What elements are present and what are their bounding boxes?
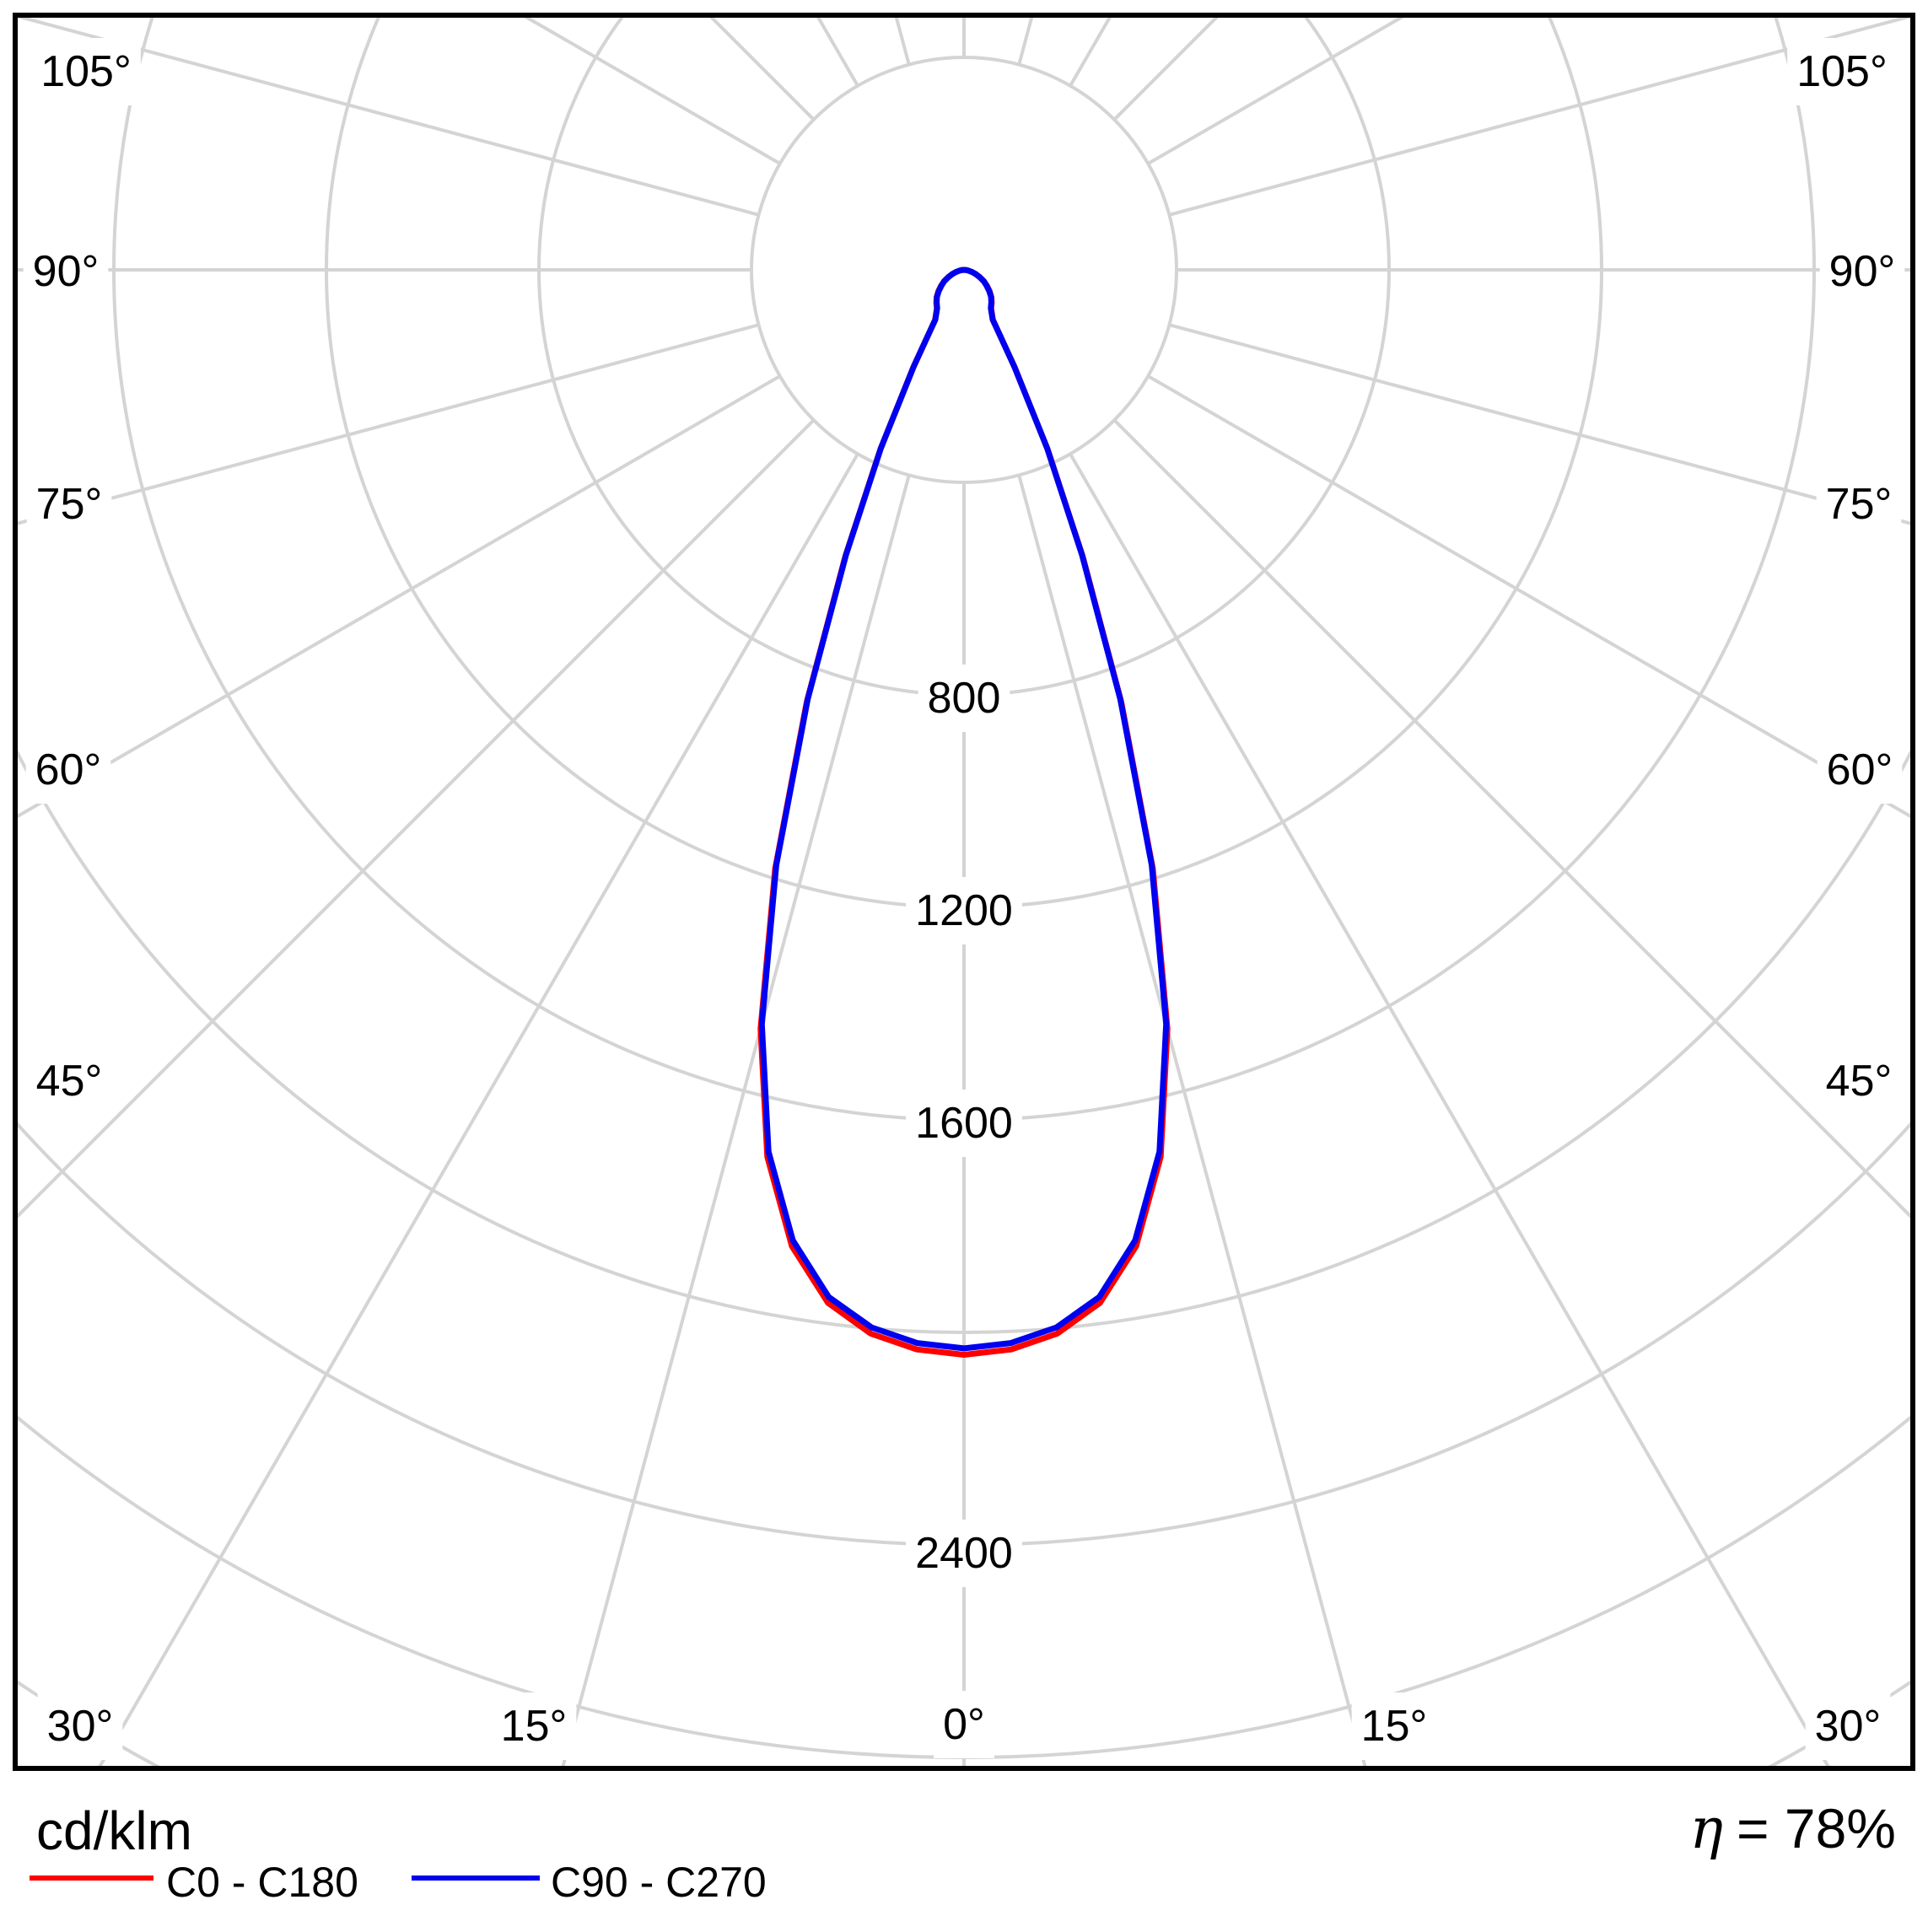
label-background: [25, 736, 111, 804]
label-background: [491, 1693, 577, 1760]
angle-gridline: [1168, 323, 1913, 526]
angle-gridline: [1168, 15, 1913, 217]
angle-label: 30°: [1815, 1702, 1882, 1751]
angle-label: 60°: [35, 745, 102, 794]
label-background: [1816, 1047, 1902, 1115]
legend: cd/klm C0 - C180 C90 - C270 η = 78%: [30, 1796, 1896, 1906]
eta-symbol: η: [1689, 1796, 1723, 1861]
angle-gridline: [1069, 453, 1832, 1768]
angle-label: 90°: [33, 247, 100, 296]
angle-label: 0°: [943, 1700, 985, 1749]
angle-gridline: [1017, 474, 1368, 1768]
intensity-curves: [757, 266, 1171, 1358]
angle-label: 90°: [1829, 247, 1896, 296]
ring-value-label: 2400: [915, 1529, 1013, 1578]
curve-c90-c270: [758, 266, 1170, 1352]
legend-label-c0-c180: C0 - C180: [166, 1859, 358, 1906]
angle-gridline: [15, 15, 760, 217]
axis-labels: 800 1200 1600 2400 105° 90° 75° 60° 45° 30° 15° 0° 1…: [23, 38, 1905, 1760]
unit-label: cd/klm: [36, 1800, 192, 1861]
angle-gridline: [1112, 418, 1913, 1221]
angle-label: 75°: [36, 480, 103, 529]
angle-label: 45°: [36, 1057, 103, 1106]
efficiency-value: η = 78%: [1689, 1796, 1896, 1861]
angle-label: 60°: [1827, 745, 1893, 794]
angle-gridline: [15, 374, 781, 820]
ring-value-label: 1600: [915, 1099, 1013, 1148]
label-background: [1819, 238, 1905, 305]
label-background: [26, 471, 112, 538]
label-background: [1351, 1693, 1437, 1760]
angle-label: 15°: [501, 1702, 568, 1751]
label-background: [31, 38, 141, 105]
angle-gridline: [96, 453, 859, 1768]
label-background: [26, 1047, 112, 1115]
legend-label-c90-c270: C90 - C270: [551, 1859, 767, 1906]
angle-gridline: [1147, 374, 1913, 820]
angle-label: 105°: [1796, 47, 1888, 96]
label-background: [1787, 38, 1897, 105]
label-background: [906, 1520, 1022, 1587]
eta-rest: = 78%: [1737, 1797, 1896, 1859]
label-background: [23, 238, 109, 305]
angle-label: 75°: [1826, 480, 1893, 529]
angle-label: 45°: [1826, 1057, 1893, 1106]
label-background: [906, 877, 1022, 944]
label-background: [934, 1691, 994, 1758]
angle-gridline: [15, 418, 816, 1221]
label-background: [1817, 736, 1903, 804]
label-background: [1816, 471, 1902, 538]
label-background: [906, 1090, 1022, 1157]
label-background: [1805, 1693, 1891, 1760]
ring-value-label: 1200: [915, 886, 1013, 935]
label-background: [37, 1693, 123, 1760]
label-background: [918, 665, 1010, 732]
ring-value-label: 800: [928, 674, 1001, 723]
angle-label: 105°: [40, 47, 132, 96]
angle-label: 30°: [47, 1702, 114, 1751]
plot-border: [13, 13, 1915, 1771]
angle-label: 15°: [1361, 1702, 1428, 1751]
angle-gridline: [15, 323, 760, 526]
angle-gridline: [560, 474, 911, 1768]
